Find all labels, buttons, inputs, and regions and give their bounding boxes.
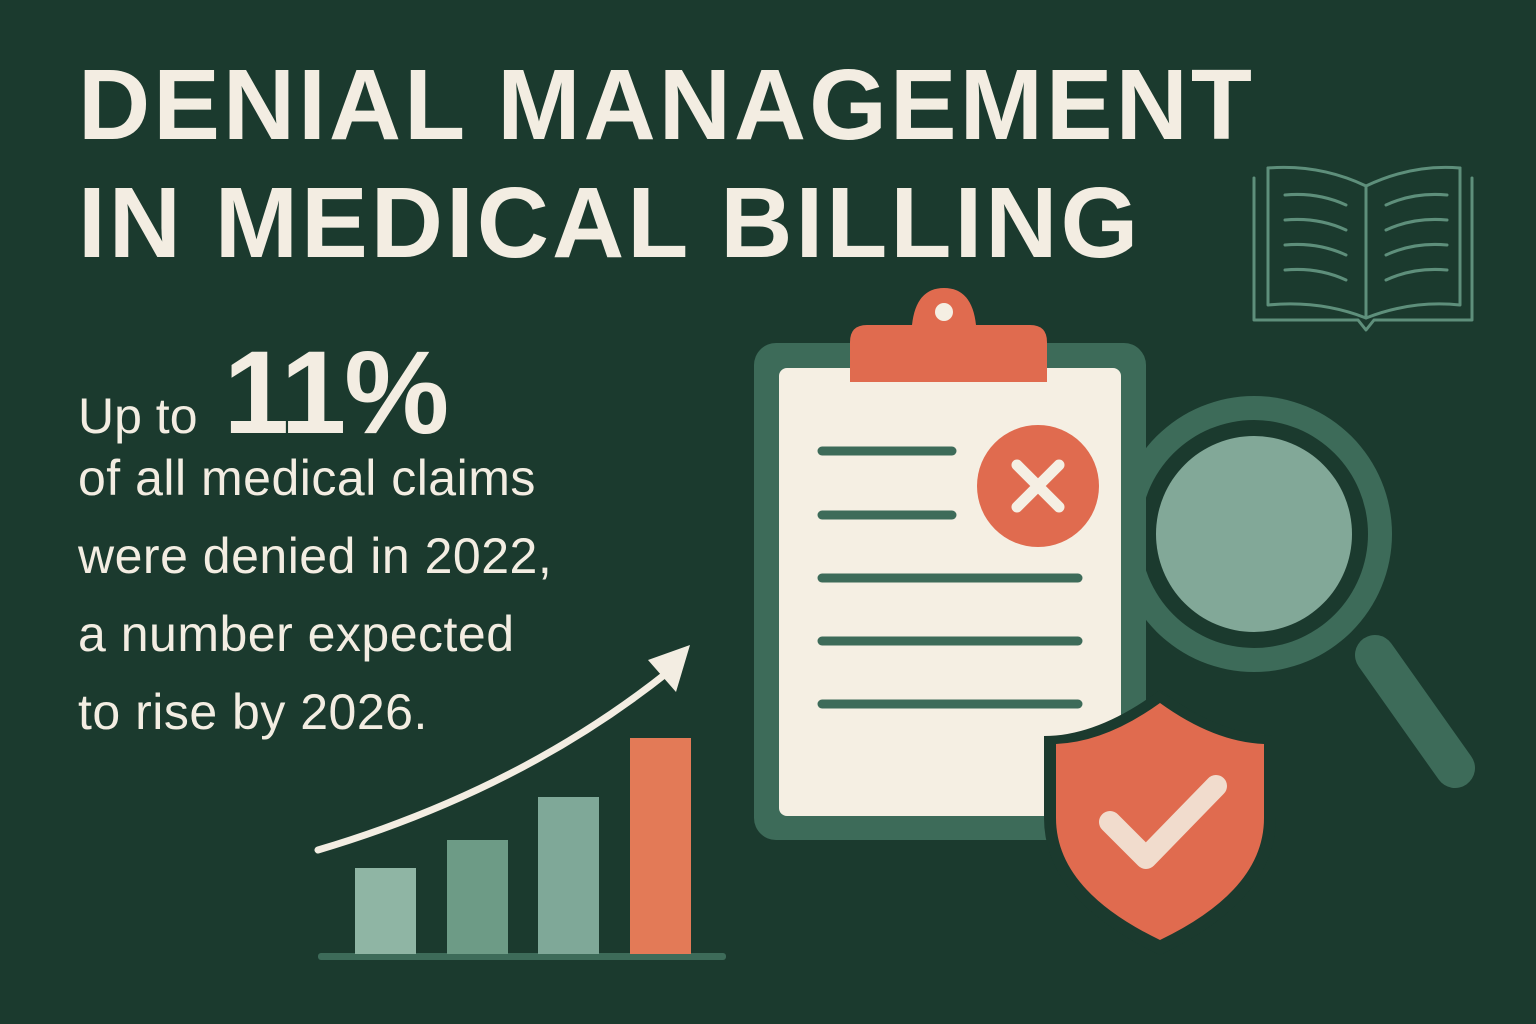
title-line-2: IN MEDICAL BILLING <box>78 167 1142 279</box>
baseline <box>318 953 726 960</box>
statistic-line: a number expected <box>78 606 515 662</box>
statistic-description: of all medical claims were denied in 202… <box>78 439 698 751</box>
statistic-headline: Up to 11% <box>78 325 698 459</box>
book-icon <box>1252 165 1474 332</box>
shield-check-icon <box>1044 690 1276 955</box>
clipboard-icon <box>754 288 1146 840</box>
statistic-prefix: Up to <box>78 388 198 444</box>
deny-x-icon <box>977 425 1099 547</box>
title-line-1: DENIAL MANAGEMENT <box>78 49 1255 161</box>
magnifier-icon <box>1116 396 1475 788</box>
statistic-line: to rise by 2026. <box>78 684 428 740</box>
bar <box>355 868 416 954</box>
page-title: DENIAL MANAGEMENT IN MEDICAL BILLING <box>78 46 1255 282</box>
bar <box>630 738 691 954</box>
trend-chart-graphic <box>314 645 726 960</box>
trend-arrow-icon <box>314 645 690 854</box>
bar <box>538 797 599 954</box>
bar <box>447 840 508 954</box>
statistic-line: of all medical claims <box>78 450 536 506</box>
statistic-line: were denied in 2022, <box>78 528 553 584</box>
clipboard-lines <box>817 446 1083 709</box>
statistic-block: Up to 11% of all medical claims were den… <box>78 325 698 751</box>
statistic-value: 11% <box>223 327 450 459</box>
